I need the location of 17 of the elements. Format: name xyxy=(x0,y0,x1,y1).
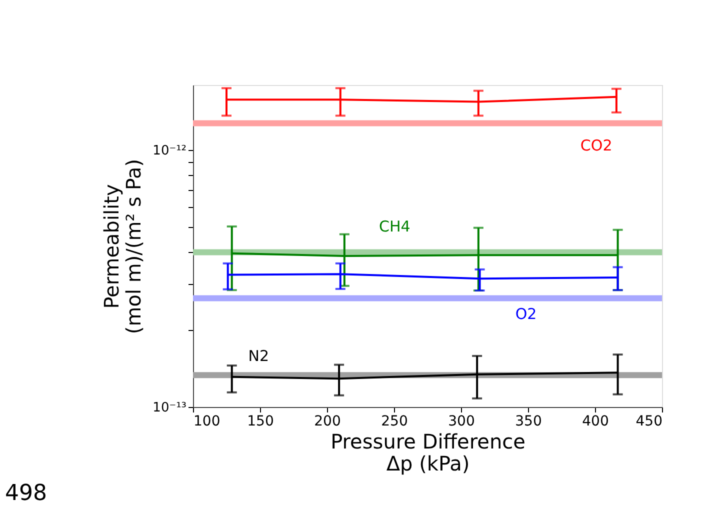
text: 498 xyxy=(5,481,47,505)
y-tick-label: 10⁻¹² xyxy=(152,143,186,158)
x-tick-label: 200 xyxy=(314,414,341,430)
x-tick-label: 350 xyxy=(515,414,542,430)
x-tick-label: 450 xyxy=(636,414,662,430)
y-tick-label: 10⁻¹³ xyxy=(152,400,186,416)
x-tick-label: 400 xyxy=(582,414,609,430)
ref-line-label: CH4 xyxy=(379,217,410,236)
x-tick-label: 300 xyxy=(448,414,475,430)
ref-line-label: CO2 xyxy=(580,136,612,154)
x-tick-label: 250 xyxy=(381,414,408,430)
x-tick-label: 150 xyxy=(247,414,274,430)
x-axis-title: Pressure Difference Δp (kPa) xyxy=(330,430,526,476)
x-tick-label: 100 xyxy=(194,414,220,430)
ref-line-label: O2 xyxy=(515,305,537,324)
ref-line-label: N2 xyxy=(248,347,270,366)
y-axis-title: Permeability (mol m)/(m² s Pa) xyxy=(100,158,146,334)
